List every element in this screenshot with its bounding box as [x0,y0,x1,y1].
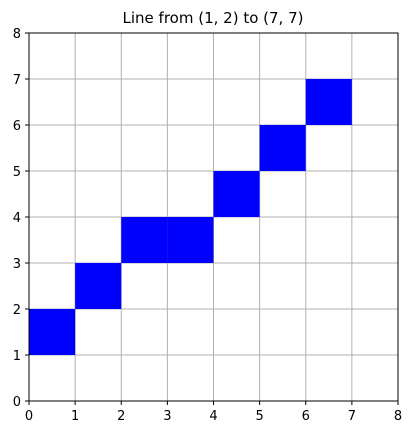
y-tick-label: 8 [13,27,21,42]
y-tick-label: 7 [13,73,21,88]
x-tick-label: 6 [302,409,310,424]
y-tick-label: 6 [13,119,21,134]
filled-cell [259,125,306,171]
filled-cell [305,79,352,125]
y-tick-label: 0 [13,395,21,410]
y-tick-label: 3 [13,257,21,272]
filled-cell [29,309,76,355]
y-tick-label: 5 [13,165,21,180]
filled-cell [121,217,168,263]
y-tick-label: 1 [13,349,21,364]
x-tick-label: 8 [394,409,402,424]
x-tick-label: 2 [117,409,125,424]
filled-cell [167,217,214,263]
filled-cell [213,171,260,217]
x-tick-label: 5 [255,409,263,424]
axis-ticks: 0 1 2 3 4 5 6 7 8 0 1 2 3 4 5 6 7 8 [13,27,402,424]
x-tick-label: 0 [25,409,33,424]
filled-cells [29,79,352,355]
x-tick-label: 7 [348,409,356,424]
y-tick-label: 2 [13,303,21,318]
filled-cell [75,263,122,309]
x-tick-label: 4 [209,409,217,424]
x-tick-label: 1 [71,409,79,424]
x-tick-label: 3 [163,409,171,424]
y-tick-label: 4 [13,211,21,226]
chart-title: Line from (1, 2) to (7, 7) [123,9,304,27]
